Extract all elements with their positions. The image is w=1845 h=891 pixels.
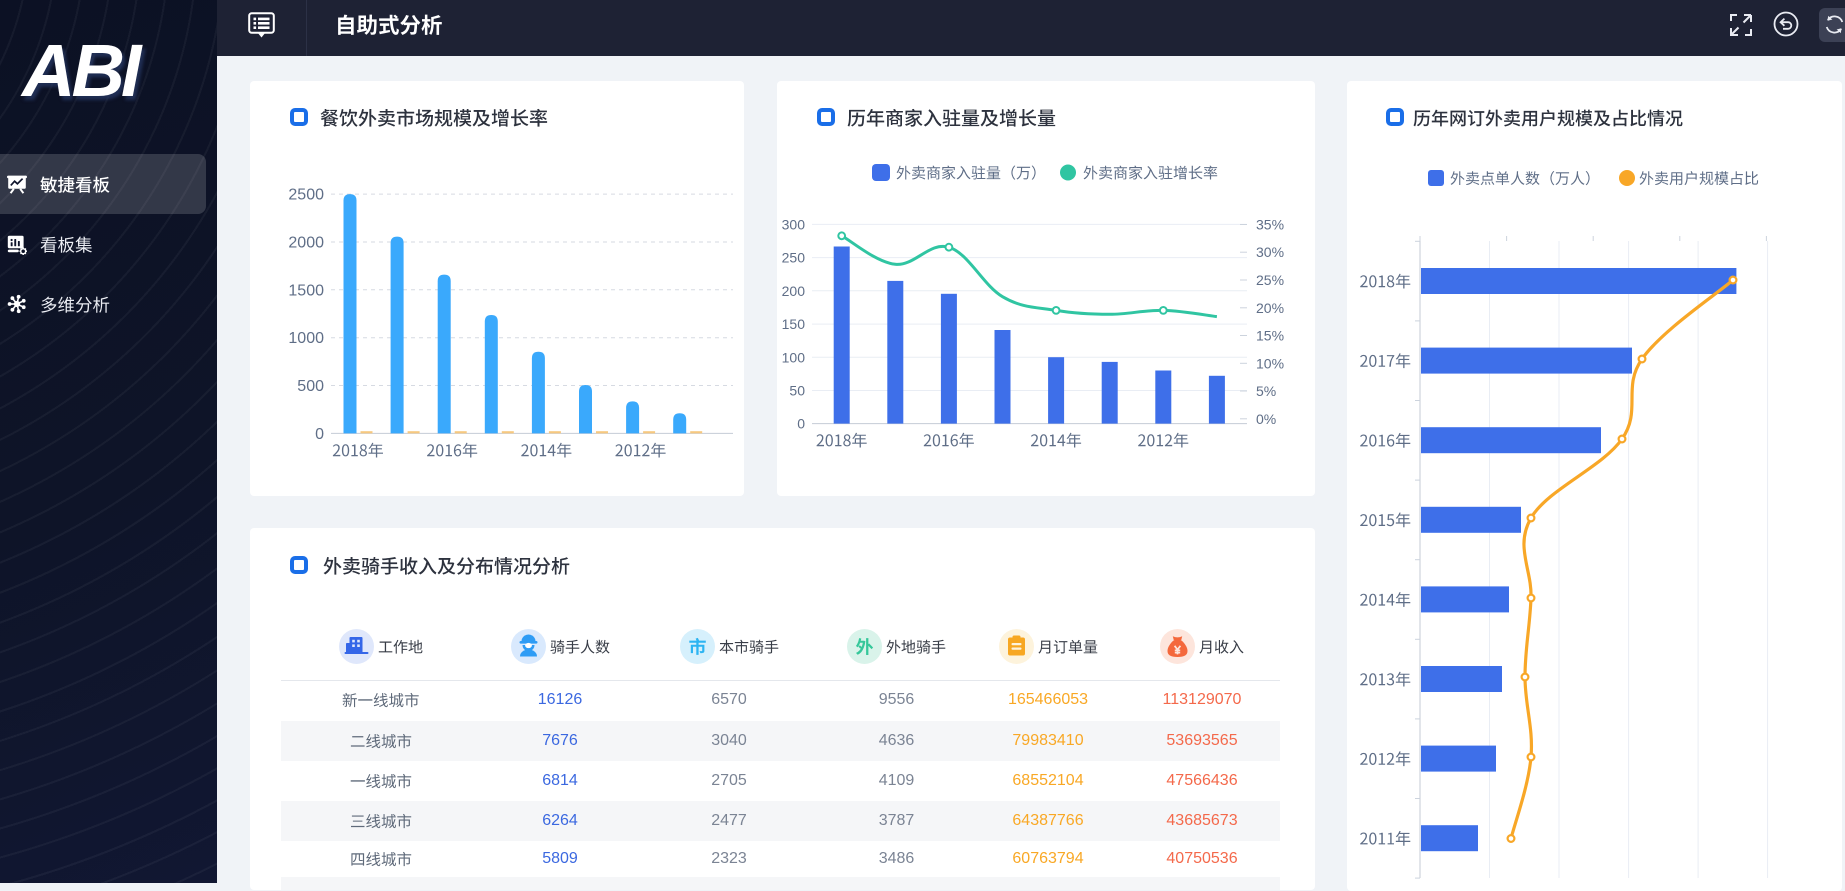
svg-text:2500: 2500 <box>288 187 324 204</box>
svg-text:250: 250 <box>782 250 806 266</box>
svg-text:25%: 25% <box>1256 272 1284 288</box>
svg-text:150: 150 <box>782 316 806 332</box>
svg-text:500: 500 <box>297 378 324 395</box>
svg-text:2000: 2000 <box>288 235 324 252</box>
svg-text:5%: 5% <box>1256 383 1276 399</box>
svg-text:0%: 0% <box>1256 411 1276 427</box>
svg-text:100: 100 <box>782 349 806 365</box>
svg-text:0: 0 <box>315 426 324 443</box>
svg-text:0: 0 <box>797 416 805 432</box>
svg-text:1000: 1000 <box>288 330 324 347</box>
svg-text:50: 50 <box>789 383 805 399</box>
svg-text:300: 300 <box>782 216 806 232</box>
svg-text:1500: 1500 <box>288 282 324 299</box>
svg-text:10%: 10% <box>1256 355 1284 371</box>
svg-text:20%: 20% <box>1256 300 1284 316</box>
svg-text:15%: 15% <box>1256 328 1284 344</box>
svg-text:200: 200 <box>782 283 806 299</box>
svg-text:35%: 35% <box>1256 217 1284 233</box>
svg-text:30%: 30% <box>1256 244 1284 260</box>
